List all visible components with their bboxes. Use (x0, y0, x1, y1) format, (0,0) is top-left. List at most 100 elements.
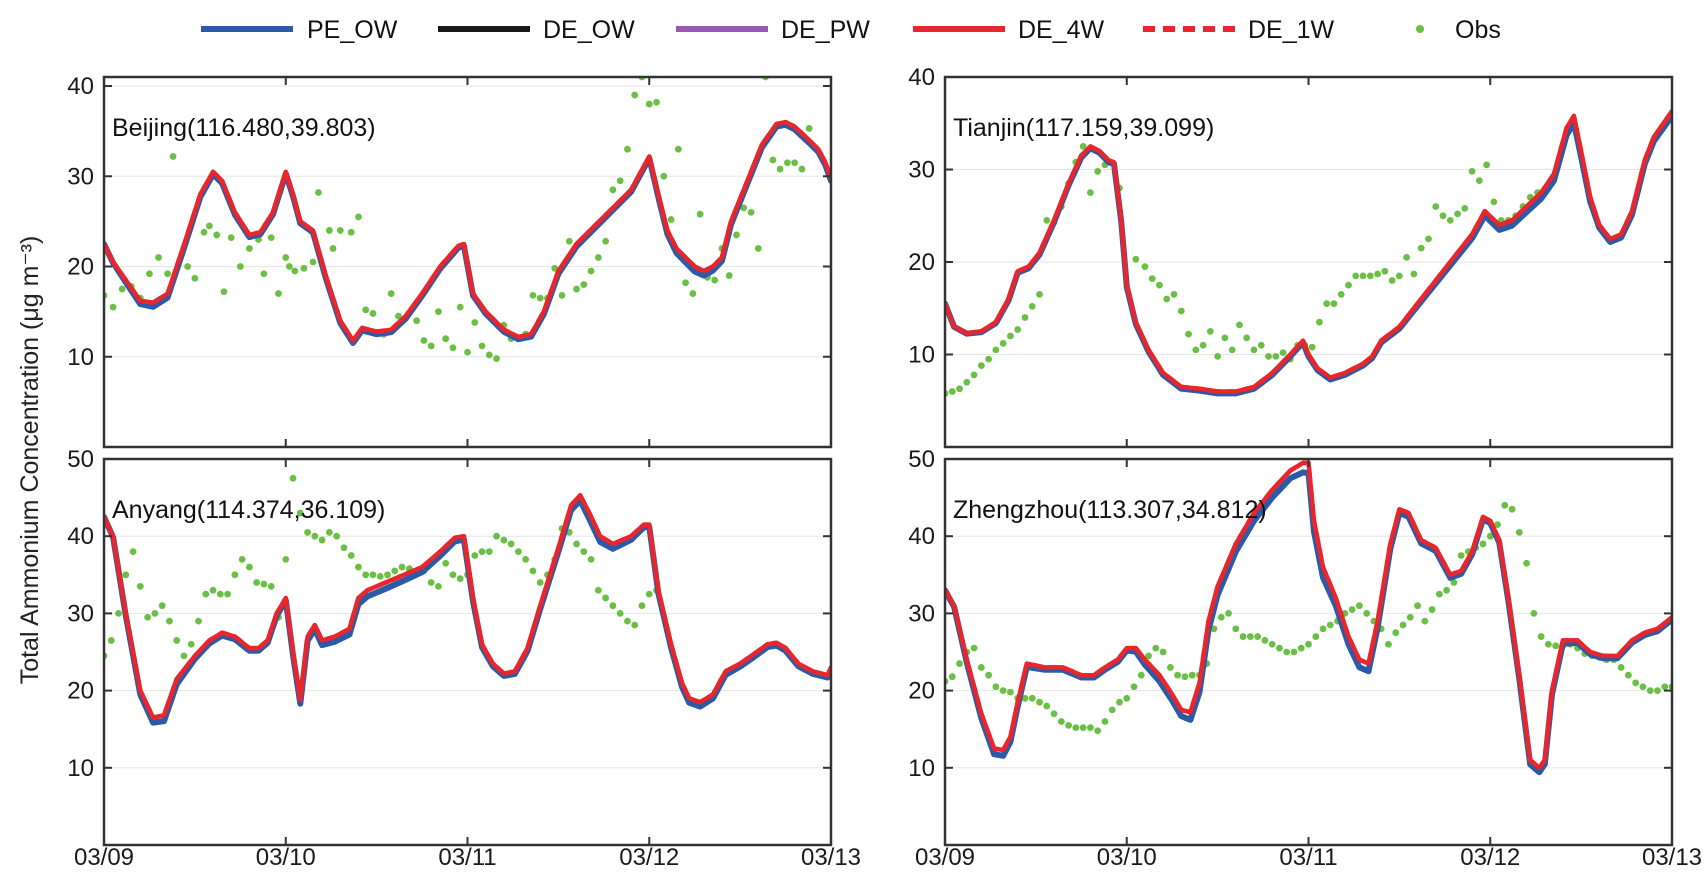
plot-area (945, 108, 1672, 397)
plot-area (104, 77, 831, 362)
y-tick-label: 20 (67, 678, 94, 705)
obs-point (325, 227, 333, 234)
obs-point (209, 586, 217, 594)
obs-point (1432, 203, 1440, 210)
obs-point (1385, 640, 1392, 648)
obs-point (449, 571, 457, 579)
obs-point (1279, 349, 1287, 357)
obs-point (325, 528, 333, 536)
obs-point (1217, 613, 1225, 621)
obs-point (1043, 216, 1051, 224)
obs-point (970, 644, 978, 652)
obs-point (682, 279, 689, 287)
obs-point (1486, 532, 1494, 540)
obs-point (1490, 198, 1498, 206)
obs-point (493, 355, 500, 362)
obs-point (1348, 606, 1356, 613)
obs-point (667, 216, 675, 223)
x-tick-label: 03/12 (1460, 844, 1520, 871)
obs-point (1661, 683, 1669, 691)
obs-point (1156, 281, 1163, 289)
obs-point (231, 571, 239, 579)
y-tick-label: 50 (67, 446, 94, 473)
obs-point (963, 378, 971, 386)
obs-point (754, 245, 762, 252)
obs-point (1257, 341, 1265, 349)
obs-point (1290, 648, 1298, 656)
obs-point (1297, 644, 1305, 652)
obs-point (144, 613, 152, 621)
obs-point (413, 317, 421, 325)
obs-point (1319, 625, 1327, 633)
y-tick-label: 30 (67, 600, 94, 627)
y-tick-label: 10 (908, 755, 935, 782)
obs-point (1021, 314, 1029, 321)
y-tick-label: 20 (908, 678, 935, 705)
obs-point (999, 340, 1007, 347)
obs-point (573, 285, 580, 293)
series-de-1w-line (104, 493, 831, 720)
obs-point (213, 231, 221, 239)
obs-point (200, 228, 208, 236)
obs-point (660, 172, 668, 180)
obs-point (435, 582, 442, 590)
obs-point (1268, 640, 1276, 648)
obs-point (1330, 300, 1338, 308)
obs-point (471, 552, 479, 559)
obs-point (115, 610, 122, 617)
obs-point (587, 555, 595, 563)
obs-point (1199, 341, 1207, 349)
obs-point (118, 285, 126, 293)
obs-point (1272, 352, 1280, 360)
obs-point (798, 165, 806, 173)
obs-point (282, 254, 290, 261)
obs-point (191, 274, 199, 282)
obs-point (398, 563, 406, 571)
obs-point (1028, 303, 1036, 310)
obs-point (1530, 610, 1538, 617)
obs-point (238, 555, 246, 563)
series-pe-ow-line (104, 121, 831, 346)
x-tick-label: 03/13 (1642, 844, 1702, 871)
obs-point (1359, 272, 1367, 280)
obs-point (1428, 606, 1436, 613)
obs-point (776, 165, 784, 173)
legend: PE_OW DE_OW DE_PW DE_4W DE_1W Obs (201, 16, 1501, 44)
obs-point (1007, 688, 1014, 696)
obs-point (333, 532, 341, 540)
obs-point (267, 234, 275, 242)
obs-point (587, 267, 595, 275)
obs-point (129, 548, 137, 556)
obs-point (336, 227, 344, 234)
obs-point (220, 288, 228, 296)
obs-point (536, 294, 544, 302)
obs-point (1443, 586, 1451, 594)
legend-label: PE_OW (307, 16, 398, 44)
obs-point (355, 563, 362, 571)
obs-point (1352, 272, 1360, 280)
obs-point (304, 528, 311, 536)
obs-point (236, 263, 244, 270)
obs-point (227, 234, 235, 242)
obs-point (985, 355, 993, 363)
obs-point (624, 617, 631, 625)
obs-point (1087, 724, 1094, 732)
obs-point (282, 555, 290, 563)
obs-point (1141, 263, 1149, 271)
obs-point (206, 222, 213, 230)
obs-point (1265, 352, 1272, 360)
obs-point (1065, 721, 1072, 729)
obs-point (616, 610, 624, 617)
obs-point (1617, 664, 1625, 671)
y-tick-label: 10 (67, 344, 94, 371)
obs-point (376, 572, 384, 580)
series-de-1w-line (945, 460, 1672, 771)
series-de-ow-line (104, 120, 831, 342)
obs-point (1188, 671, 1196, 679)
obs-point (1166, 664, 1174, 671)
obs-point (594, 586, 602, 594)
obs-point (696, 210, 704, 218)
obs-point (478, 548, 486, 556)
y-axis-label: Total Ammonium Concentration (μg m⁻³) (16, 236, 44, 685)
y-tick-label: 40 (908, 523, 935, 550)
